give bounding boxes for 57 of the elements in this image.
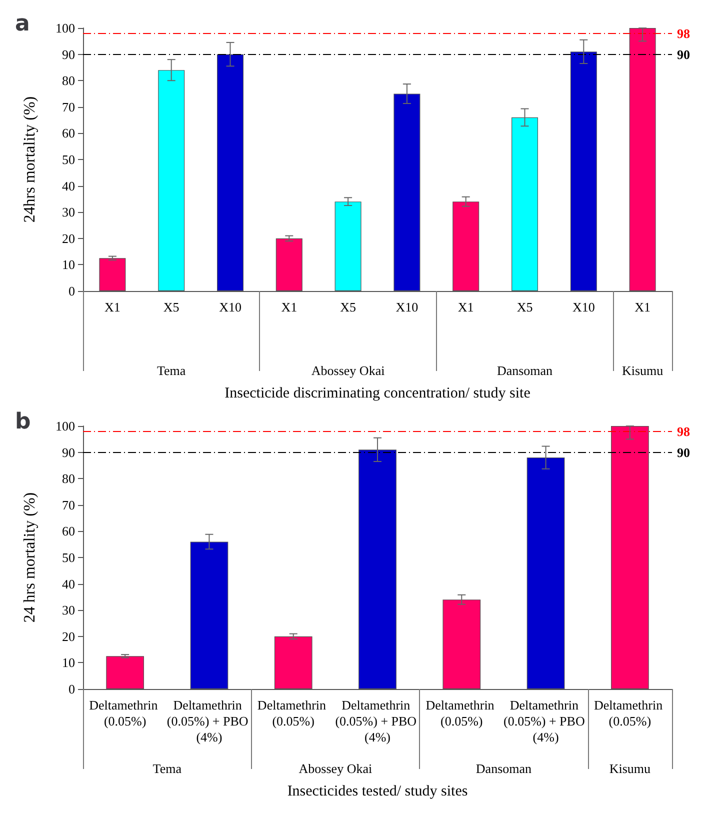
y-axis-title: 24 hrs mortality (%) (22, 492, 38, 623)
text: Kisumu (622, 363, 664, 378)
text: Kisumu (609, 761, 652, 776)
y-tick-label: 60 (62, 524, 75, 539)
y-tick-label: 20 (62, 628, 75, 644)
y-tick-label: 100 (56, 418, 75, 434)
x-tick-label: Deltamethrin (0.05%) (257, 698, 330, 728)
y-tick-label: 0 (68, 682, 75, 696)
text: Tema (157, 363, 186, 378)
x-tick-label: X10 (396, 300, 418, 314)
x-tick-label: X10 (572, 300, 595, 314)
text: Tema (152, 761, 182, 776)
x-tick-label: Deltamethrin (0.05%) + PBO (4%) (503, 698, 588, 744)
y-tick-label: 20 (62, 230, 75, 246)
ref-line-label: 98 (677, 424, 690, 439)
x-tick-label: X1 (281, 300, 298, 314)
y-axis-title: 24hrs mortality (%) (22, 96, 38, 223)
x-tick-label: X10 (219, 300, 242, 314)
x-tick-label: X1 (104, 300, 120, 314)
y-tick-label: 30 (62, 602, 75, 618)
y-tick-label: 0 (68, 284, 75, 298)
y-tick-label: 50 (62, 550, 75, 565)
y-tick-label: 40 (62, 576, 75, 592)
text: Abossey Okai (311, 363, 386, 378)
text: Dansoman (496, 363, 554, 378)
y-tick-label: 80 (62, 73, 75, 88)
y-tick-label: 70 (62, 497, 75, 512)
y-tick-label: 90 (62, 444, 75, 460)
y-tick-label: 50 (62, 152, 75, 167)
y-tick-label: 60 (62, 126, 75, 141)
ref-line-label: 90 (677, 444, 690, 460)
x-tick-label: Deltamethrin (0.05%) (426, 698, 498, 728)
x-tick-label: Deltamethrin (0.05%) (89, 698, 161, 728)
x-axis-title: Insecticide discriminating concentration/ study site (224, 386, 531, 402)
y-tick-label: 80 (62, 471, 75, 486)
x-tick-label: Deltamethrin (0.05%) + PBO (4%) (166, 698, 252, 744)
x-axis-title: Insecticides tested/ study sites (287, 784, 468, 800)
y-tick-label: 30 (62, 204, 75, 220)
y-tick-label: 100 (56, 20, 75, 36)
y-tick-label: 70 (62, 99, 75, 114)
y-tick-label: 40 (62, 178, 75, 194)
x-tick-label: X5 (340, 300, 356, 314)
ref-line-label: 90 (677, 46, 690, 62)
y-tick-label: 10 (62, 655, 75, 670)
x-tick-label: Deltamethrin (0.05%) + PBO (4%) (335, 698, 420, 744)
x-tick-label: X5 (516, 300, 533, 314)
chart-title: a (15, 12, 30, 36)
chart-title: b (15, 410, 31, 434)
x-tick-label: X1 (458, 300, 474, 314)
x-tick-label: X1 (634, 300, 650, 314)
x-tick-label: Deltamethrin (0.05%) (594, 698, 666, 728)
ref-line-label: 98 (677, 26, 690, 41)
text: Abossey Okai (298, 761, 372, 776)
x-tick-label: X5 (163, 300, 180, 314)
text: Dansoman (476, 761, 532, 776)
y-tick-label: 10 (62, 257, 75, 272)
y-tick-label: 90 (62, 46, 75, 62)
